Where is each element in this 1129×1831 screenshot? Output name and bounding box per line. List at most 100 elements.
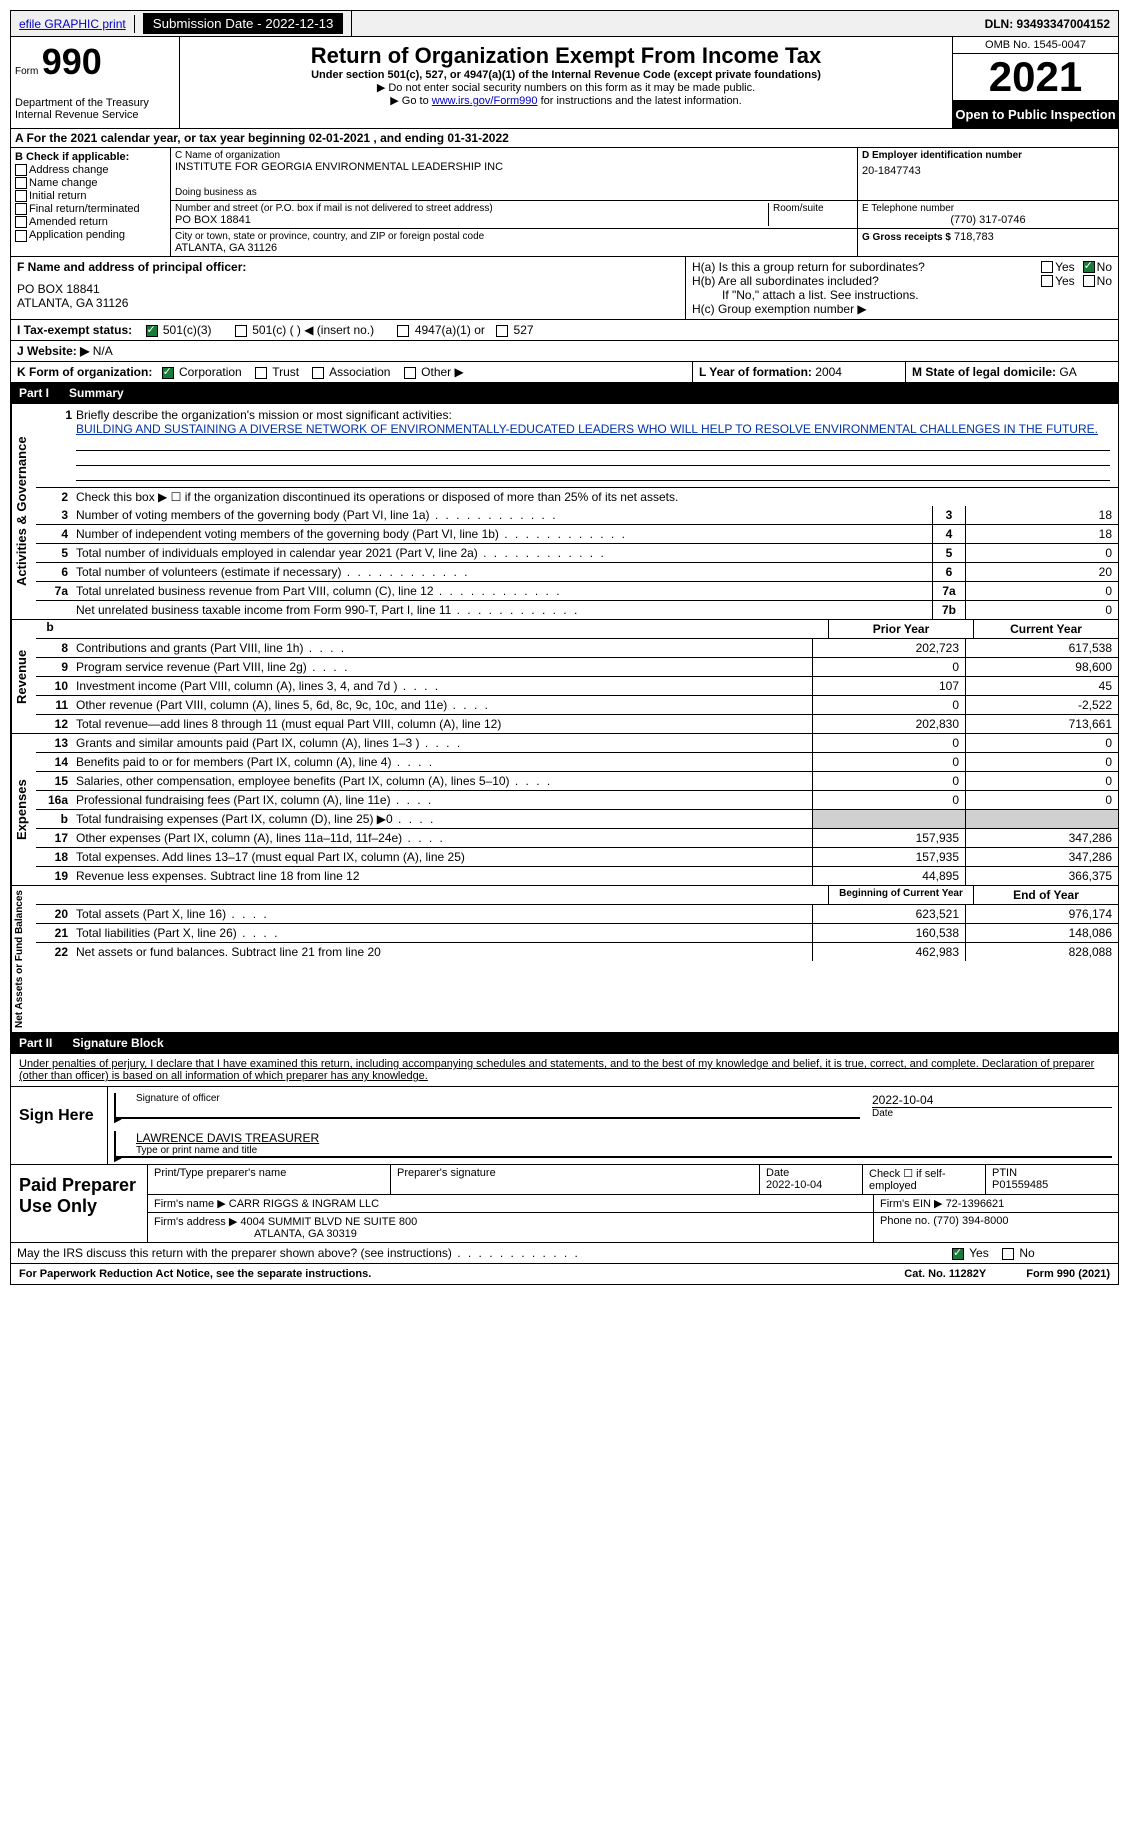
cb-final-return[interactable]: Final return/terminated [15,203,166,215]
cat-no: Cat. No. 11282Y [904,1268,986,1280]
table-row: 18Total expenses. Add lines 13–17 (must … [36,848,1118,867]
tax-year: 2021 [953,54,1118,101]
irs-link[interactable]: www.irs.gov/Form990 [432,95,538,107]
governance-section: Activities & Governance 1 Briefly descri… [10,404,1119,620]
prep-date: 2022-10-04 [766,1179,822,1191]
state-domicile: GA [1059,365,1076,379]
part1-header: Part I Summary [10,383,1119,404]
cb-initial-return[interactable]: Initial return [15,190,166,202]
cal-mid: , and ending [373,131,447,145]
tax-exempt-row: I Tax-exempt status: 501(c)(3) 501(c) ( … [10,320,1119,341]
dln-label: DLN: 93493347004152 [977,15,1118,33]
table-row: 5Total number of individuals employed in… [36,544,1118,563]
sig-date: 2022-10-04 [872,1093,1112,1108]
cal-prefix: A For the 2021 calendar year, or tax yea… [15,131,309,145]
discuss-no-cb[interactable] [1002,1248,1014,1260]
cb-other[interactable] [404,367,416,379]
cb-name-change[interactable]: Name change [15,177,166,189]
table-row: 14Benefits paid to or for members (Part … [36,753,1118,772]
city-value: ATLANTA, GA 31126 [175,242,853,254]
cal-end: 01-31-2022 [447,131,508,145]
prep-name-label: Print/Type preparer's name [148,1165,391,1194]
ha-yes-cb[interactable] [1041,261,1053,273]
efile-link[interactable]: efile GRAPHIC print [19,17,126,31]
box-m-label: M State of legal domicile: [912,365,1056,379]
table-row: 16aProfessional fundraising fees (Part I… [36,791,1118,810]
gross-value: 718,783 [954,231,994,243]
form-note-1: ▶ Do not enter social security numbers o… [186,81,946,94]
preparer-section: Paid Preparer Use Only Print/Type prepar… [10,1165,1119,1243]
hc-label: H(c) Group exemption number ▶ [692,302,1112,316]
firm-phone: (770) 394-8000 [933,1215,1008,1227]
discuss-row: May the IRS discuss this return with the… [10,1243,1119,1264]
form-word: Form [15,66,38,77]
cb-corp[interactable] [162,367,174,379]
table-row: 21Total liabilities (Part X, line 26)160… [36,924,1118,943]
form-header: Form 990 Department of the Treasury Inte… [10,37,1119,129]
footer-row: For Paperwork Reduction Act Notice, see … [10,1264,1119,1285]
discuss-yes-cb[interactable] [952,1248,964,1260]
cb-501c[interactable] [235,325,247,337]
cb-501c3[interactable] [146,325,158,337]
firm-addr-label: Firm's address ▶ [154,1216,237,1228]
table-row: 6Total number of volunteers (estimate if… [36,563,1118,582]
ha-no-cb[interactable] [1083,261,1095,273]
table-row: 20Total assets (Part X, line 16)623,5219… [36,905,1118,924]
city-label: City or town, state or province, country… [175,231,853,242]
prep-self-employed[interactable]: Check ☐ if self-employed [863,1165,986,1194]
preparer-label: Paid Preparer Use Only [11,1165,148,1242]
col-end: End of Year [973,886,1118,904]
gov-label: Activities & Governance [11,404,36,619]
calendar-year-row: A For the 2021 calendar year, or tax yea… [10,129,1119,148]
form-990-footer: Form 990 (2021) [1026,1268,1110,1280]
table-row: 17Other expenses (Part IX, column (A), l… [36,829,1118,848]
dba-label: Doing business as [175,187,853,198]
net-assets-section: Net Assets or Fund Balances Beginning of… [10,886,1119,1033]
officer-name: LAWRENCE DAVIS TREASURER [136,1131,1112,1145]
box-j-label: J Website: ▶ [17,344,89,358]
part2-header: Part II Signature Block [10,1033,1119,1054]
table-row: Net unrelated business taxable income fr… [36,601,1118,619]
submission-date-button[interactable]: Submission Date - 2022-12-13 [143,13,344,34]
cb-address-change[interactable]: Address change [15,164,166,176]
cb-application-pending[interactable]: Application pending [15,229,166,241]
expenses-section: Expenses 13Grants and similar amounts pa… [10,734,1119,886]
omb-number: OMB No. 1545-0047 [953,37,1118,54]
cb-4947[interactable] [397,325,409,337]
hb-no-cb[interactable] [1083,275,1095,287]
q2-text: Check this box ▶ ☐ if the organization d… [72,488,1118,506]
revenue-section: Revenue b Prior Year Current Year 8Contr… [10,620,1119,734]
entity-info-grid: B Check if applicable: Address change Na… [10,148,1119,257]
year-formation: 2004 [815,365,842,379]
table-row: 4Number of independent voting members of… [36,525,1118,544]
table-row: bTotal fundraising expenses (Part IX, co… [36,810,1118,829]
sign-here-label: Sign Here [11,1087,108,1164]
form-title: Return of Organization Exempt From Incom… [186,43,946,69]
paperwork-notice: For Paperwork Reduction Act Notice, see … [19,1268,904,1280]
cal-begin: 02-01-2021 [309,131,370,145]
table-row: 3Number of voting members of the governi… [36,506,1118,525]
h-note: If "No," attach a list. See instructions… [692,288,1112,302]
cb-amended-return[interactable]: Amended return [15,216,166,228]
phone-value: (770) 317-0746 [862,214,1114,226]
top-bar: efile GRAPHIC print Submission Date - 20… [10,10,1119,37]
form-subtitle: Under section 501(c), 527, or 4947(a)(1)… [186,69,946,81]
firm-phone-label: Phone no. [880,1215,930,1227]
cb-trust[interactable] [255,367,267,379]
table-row: 10Investment income (Part VIII, column (… [36,677,1118,696]
table-row: 13Grants and similar amounts paid (Part … [36,734,1118,753]
firm-addr1: 4004 SUMMIT BLVD NE SUITE 800 [240,1216,417,1228]
table-row: 8Contributions and grants (Part VIII, li… [36,639,1118,658]
addr-label: Number and street (or P.O. box if mail i… [175,203,768,214]
hb-yes-cb[interactable] [1041,275,1053,287]
table-row: 9Program service revenue (Part VIII, lin… [36,658,1118,677]
name-title-label: Type or print name and title [136,1145,1112,1156]
ptin-value: P01559485 [992,1179,1048,1191]
table-row: 19Revenue less expenses. Subtract line 1… [36,867,1118,885]
penalty-text: Under penalties of perjury, I declare th… [10,1054,1119,1087]
cb-assoc[interactable] [312,367,324,379]
phone-label: E Telephone number [862,203,1114,214]
rev-label: Revenue [11,620,36,733]
sig-officer-label: Signature of officer [136,1093,860,1104]
cb-527[interactable] [496,325,508,337]
